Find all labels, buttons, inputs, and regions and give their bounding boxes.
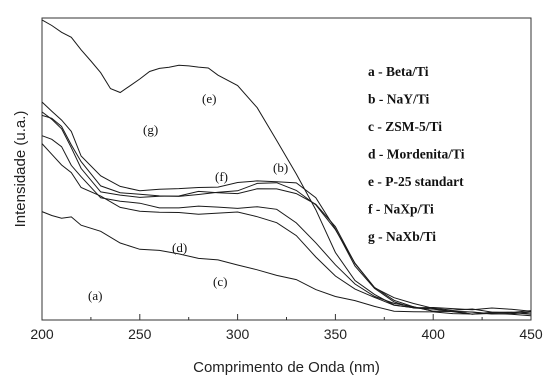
curve-d: [41, 135, 532, 315]
x-tick-label-350: 350: [324, 326, 348, 342]
x-axis-title: Comprimento de Onda (nm): [193, 359, 380, 376]
curve-labels-group: (a) (b) (c) (d) (e) (f) (g): [88, 91, 288, 303]
x-tick-label-300: 300: [226, 326, 250, 342]
legend-entry-a: a - Beta/Ti: [368, 64, 429, 79]
curve-label-d: (d): [172, 240, 187, 255]
curve-label-a: (a): [88, 288, 102, 303]
curve-f: [41, 114, 532, 314]
x-axis-ticks: 200 250 300 350 400 450: [30, 314, 543, 342]
x-tick-label-450: 450: [519, 326, 543, 342]
curve-label-c: (c): [213, 274, 227, 289]
curve-e: [41, 19, 532, 312]
x-tick-label-250: 250: [128, 326, 152, 342]
y-axis-title: Intensidade (u.a.): [12, 111, 29, 228]
x-tick-label-200: 200: [30, 326, 54, 342]
curve-b: [41, 111, 532, 315]
legend-entry-g: g - NaXb/Ti: [368, 229, 436, 244]
legend-entry-e: e - P-25 standart: [368, 174, 464, 189]
curve-a: [41, 211, 532, 317]
curve-label-g: (g): [143, 122, 158, 137]
x-tick-label-400: 400: [422, 326, 446, 342]
legend: a - Beta/Ti b - NaY/Ti c - ZSM-5/Ti d - Mor…: [368, 64, 465, 244]
curves-group: [41, 19, 532, 317]
curve-label-e: (e): [202, 91, 216, 106]
legend-entry-b: b - NaY/Ti: [368, 92, 430, 107]
curve-label-b: (b): [273, 160, 288, 175]
curve-g: [41, 101, 532, 315]
legend-entry-d: d - Mordenita/Ti: [368, 147, 465, 162]
legend-entry-f: f - NaXp/Ti: [368, 202, 434, 217]
legend-entry-c: c - ZSM-5/Ti: [368, 119, 442, 134]
curve-label-f: (f): [215, 169, 228, 184]
